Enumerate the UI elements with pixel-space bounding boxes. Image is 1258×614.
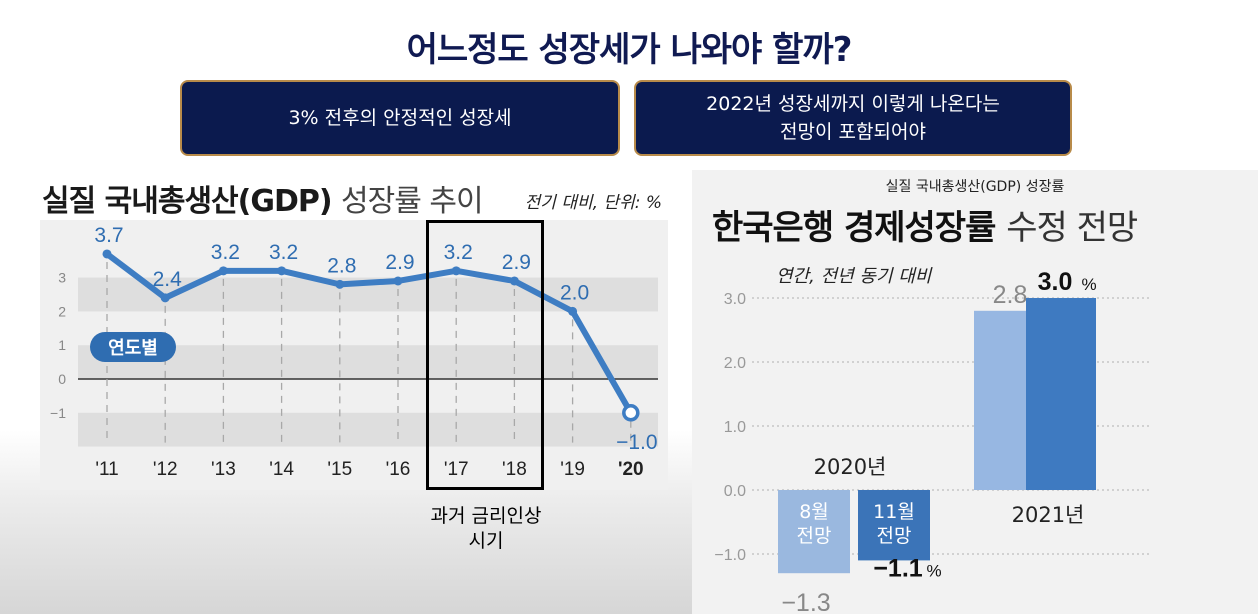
- y-tick-label: 1: [58, 337, 66, 353]
- y-tick-label: 2: [58, 303, 66, 319]
- bar-value-suffix: %: [926, 561, 941, 580]
- data-point: [335, 279, 345, 289]
- y-tick-label: −1: [50, 405, 66, 421]
- rate-hike-label: 과거 금리인상 시기: [400, 504, 572, 554]
- data-point: [102, 249, 112, 259]
- data-label: 3.2: [444, 241, 473, 264]
- bar: [858, 490, 930, 561]
- bar-inner-label: 8월: [799, 501, 829, 523]
- data-label: 2.4: [153, 268, 183, 291]
- bar-value-label: −1.3: [781, 589, 830, 614]
- bar-value-label: 2.8: [993, 281, 1028, 309]
- y-tick-label: 0.0: [724, 483, 746, 500]
- x-tick-label: '16: [386, 459, 411, 480]
- y-tick-label: 3: [58, 270, 66, 286]
- y-tick-label: 1.0: [724, 419, 746, 436]
- callout-line: 3% 전후의 안정적인 성장세: [288, 107, 512, 129]
- data-label: 3.2: [211, 241, 240, 264]
- data-label: 2.9: [502, 251, 531, 274]
- x-tick-label: '14: [269, 459, 294, 480]
- left-chart-title-bold: 실질 국내총생산(GDP): [42, 184, 333, 219]
- x-tick-label: '18: [502, 459, 527, 480]
- bar: [1026, 298, 1096, 490]
- data-point: [277, 266, 287, 276]
- right-chart-small-title: 실질 국내총생산(GDP) 성장률: [885, 179, 1065, 195]
- data-point: [393, 276, 403, 286]
- data-point: [451, 266, 461, 276]
- callout-line: 2022년 성장세까지 이렇게 나온다는: [706, 93, 1000, 115]
- bok-growth-forecast-chart: 3.0 2.0 1.0 0.0 −1.0 −1.3 8월 전망 −1.1% 11월 전망 2.8 3.0…: [692, 170, 1258, 614]
- data-point: [568, 306, 578, 316]
- x-tick-label: '12: [153, 459, 178, 480]
- data-point: [509, 276, 519, 286]
- left-chart-unit-note: 전기 대비, 단위: %: [524, 193, 662, 213]
- bar-inner-label: 11월: [873, 501, 915, 523]
- page-title: 어느정도 성장세가 나와야 할까?: [406, 30, 853, 70]
- bar-value-label: 3.0: [1038, 268, 1073, 296]
- left-chart-header: 실질 국내총생산(GDP) 성장률 추이 전기 대비, 단위: %: [40, 170, 668, 220]
- x-tick-label: '13: [211, 459, 236, 480]
- y-tick-label: 0: [58, 371, 66, 387]
- x-tick-label: '20: [618, 459, 644, 480]
- x-tick-label: '17: [444, 459, 469, 480]
- left-chart-title-light: 성장률 추이: [341, 184, 484, 219]
- callout-stable-growth: 3% 전후의 안정적인 성장세: [180, 80, 620, 156]
- grid-band: [78, 412, 658, 447]
- rate-hike-label-line: 과거 금리인상: [430, 505, 542, 527]
- y-tick-label: 2.0: [724, 355, 746, 372]
- data-label: 3.7: [94, 224, 123, 247]
- bar: [778, 490, 850, 574]
- y-tick-label: 3.0: [724, 291, 746, 308]
- bar-inner-label: 전망: [877, 525, 912, 547]
- group-label: 2020년: [814, 455, 887, 479]
- data-label: 2.0: [560, 281, 589, 304]
- annual-badge: 연도별: [90, 332, 176, 362]
- group-label: 2021년: [1012, 503, 1085, 527]
- data-point: [218, 266, 228, 276]
- bar-value-suffix: %: [1081, 275, 1096, 294]
- right-chart-subtitle: 연간, 전년 동기 대비: [776, 266, 932, 287]
- x-tick-label: '19: [560, 459, 585, 480]
- rate-hike-label-line: 시기: [468, 530, 504, 552]
- right-chart-title-light: 수정 전망: [1006, 208, 1138, 248]
- gdp-growth-trend-chart: 3 2 1 0 −1 3.7 2.4 3.2 3.2 2.8 2.9 3.2 2.9 2.0 −1.0 '11…: [40, 170, 668, 490]
- rate-hike-highlight-box: [426, 220, 544, 490]
- y-tick-label: −1.0: [714, 547, 746, 564]
- x-tick-label: '11: [95, 459, 118, 480]
- data-point: [160, 293, 170, 303]
- bar-value-label: −1.1: [873, 554, 922, 582]
- bar-inner-label: 전망: [797, 525, 832, 547]
- right-chart-title-bold: 한국은행 경제성장률: [712, 208, 996, 248]
- data-label: 2.9: [385, 251, 414, 274]
- callout-line: 전망이 포함되어야: [780, 121, 926, 143]
- right-chart-title: 한국은행 경제성장률 수정 전망: [712, 200, 1138, 249]
- x-tick-label: '15: [327, 459, 352, 480]
- callout-2022-outlook: 2022년 성장세까지 이렇게 나온다는 전망이 포함되어야: [634, 80, 1072, 156]
- left-chart-title: 실질 국내총생산(GDP) 성장률 추이: [42, 176, 484, 220]
- data-label: 3.2: [269, 241, 298, 264]
- data-label: −1.0: [616, 431, 657, 454]
- data-point: [622, 404, 640, 422]
- data-label: 2.8: [327, 254, 356, 277]
